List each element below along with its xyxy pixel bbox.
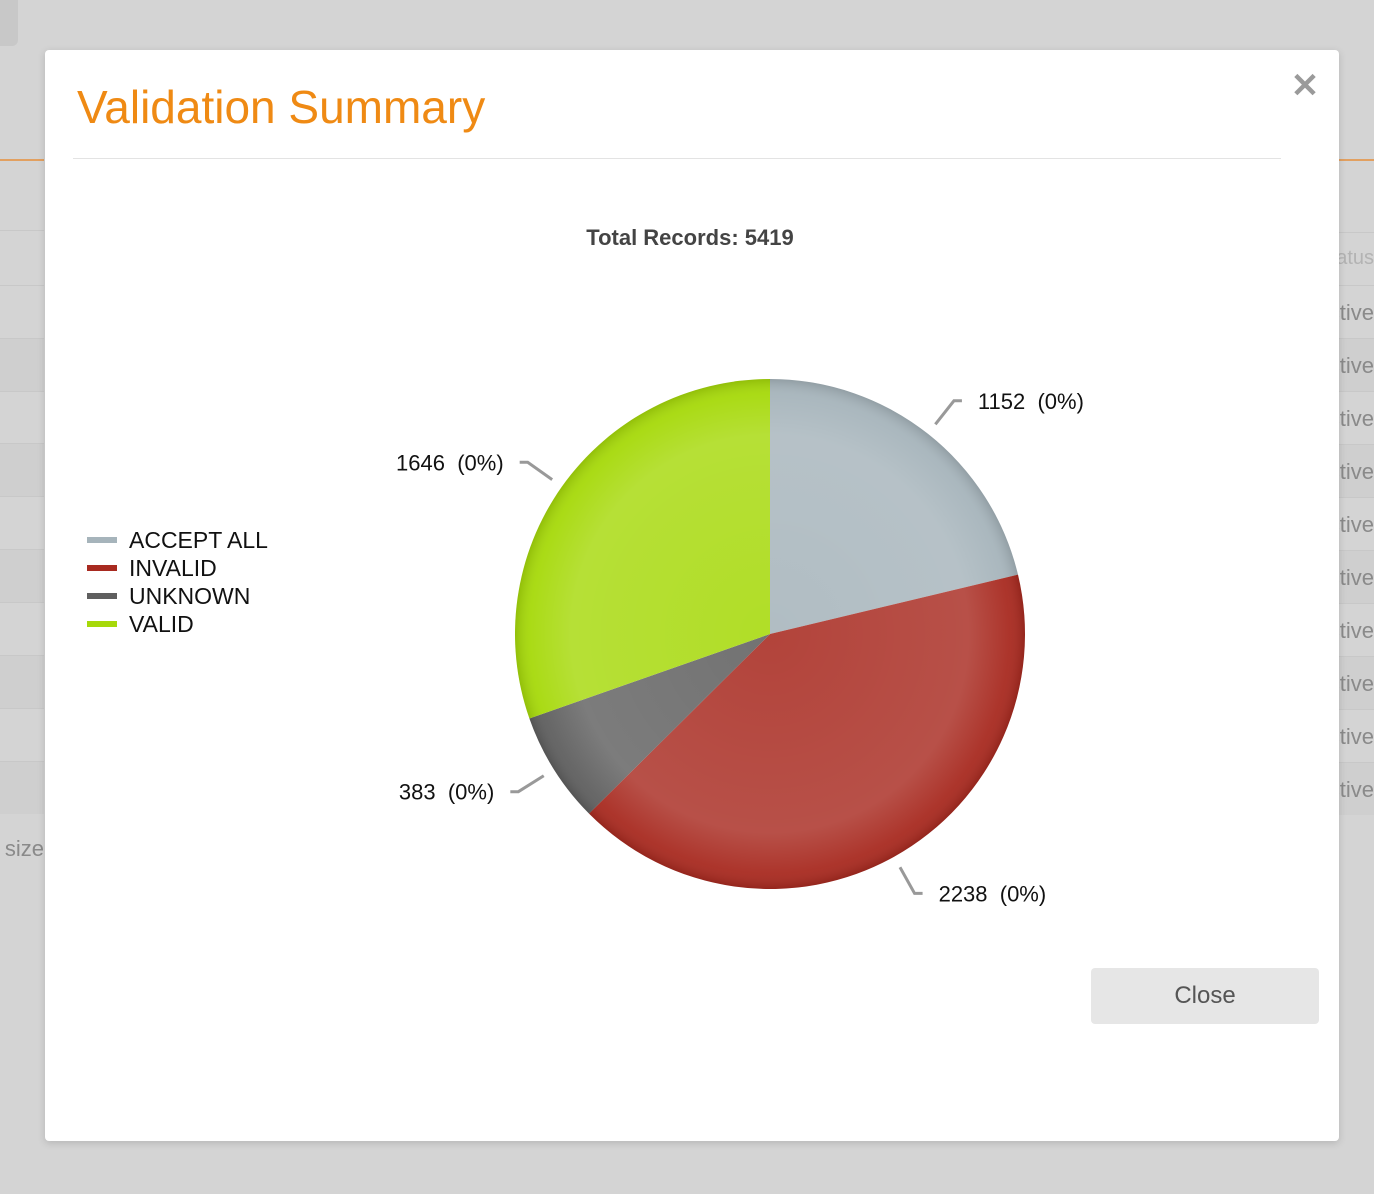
background-status-cell: Active (1339, 550, 1374, 603)
page-size-text: Page size: (0, 836, 44, 861)
background-status-cell: Active (1339, 497, 1374, 550)
legend-item-invalid[interactable]: INVALID (129, 555, 217, 581)
background-topbar (0, 0, 18, 46)
background-status-header: Status (1339, 232, 1374, 285)
data-label-connector (510, 774, 545, 794)
background-table-row (0, 655, 44, 708)
status-value: Active (1339, 300, 1374, 325)
close-icon[interactable]: ✕ (1290, 67, 1320, 105)
background-status-cell: Active (1339, 444, 1374, 497)
status-value: Active (1339, 671, 1374, 696)
background-status-cell: Active (1339, 285, 1374, 338)
chart-title: Total Records: 5419 (586, 225, 793, 250)
background-status-cell: Active (1339, 709, 1374, 762)
status-value: Active (1339, 406, 1374, 431)
status-value: Active (1339, 353, 1374, 378)
background-table-row (0, 230, 44, 283)
legend-item-accept-all[interactable]: ACCEPT ALL (129, 527, 268, 553)
data-label-connector (934, 399, 962, 426)
data-label: 1646 (0%) (396, 450, 504, 475)
data-label-connector (519, 460, 554, 481)
modal-divider (73, 158, 1281, 159)
data-label: 383 (0%) (399, 780, 494, 805)
legend-item-valid[interactable]: VALID (129, 611, 194, 637)
background-status-cell: Active (1339, 338, 1374, 391)
background-table-row (0, 761, 44, 814)
data-label-connector (898, 866, 923, 895)
background-accent-line (0, 159, 44, 161)
status-value: Active (1339, 618, 1374, 643)
legend-swatch (87, 593, 117, 599)
legend-swatch (87, 537, 117, 543)
status-value: Active (1339, 459, 1374, 484)
background-accent-line (1339, 159, 1374, 161)
background-status-cell: Active (1339, 656, 1374, 709)
page-size-label: Page size: (0, 836, 44, 862)
status-value: Active (1339, 565, 1374, 590)
pie-slices (514, 379, 1025, 890)
close-button[interactable]: Close (1091, 968, 1319, 1024)
background-status-cell: Active (1339, 603, 1374, 656)
pie-chart-svg: Total Records: 5419 1152 (0%) 2238 (0%) 38… (87, 225, 1084, 907)
status-value: Active (1339, 777, 1374, 802)
status-header: Status (1339, 247, 1374, 269)
legend-swatch (87, 565, 117, 571)
background-table-row (0, 443, 44, 496)
status-value: Active (1339, 512, 1374, 537)
legend-swatch (87, 621, 117, 627)
pie-chart: Total Records: 5419 1152 (0%) 2238 (0%) 38… (45, 160, 1339, 980)
background-table-row (0, 338, 44, 391)
background-table-row (0, 285, 44, 338)
status-value: Active (1339, 724, 1374, 749)
background-table-row (0, 708, 44, 761)
background-status-cell: Active (1339, 762, 1374, 815)
validation-summary-modal: Validation Summary ✕ Total Records: 5419… (45, 50, 1339, 1141)
background-table-row (0, 391, 44, 444)
background-table-row (0, 549, 44, 602)
legend-item-unknown[interactable]: UNKNOWN (129, 583, 250, 609)
data-label: 1152 (0%) (978, 389, 1084, 414)
background-status-cell: Active (1339, 391, 1374, 444)
modal-title: Validation Summary (77, 81, 486, 133)
background-table-row (0, 496, 44, 549)
pie-data-labels: 1152 (0%) 2238 (0%) 383 (0%) 1646 (0%) (396, 389, 1084, 907)
background-table-row (0, 602, 44, 655)
data-label: 2238 (0%) (939, 881, 1047, 906)
